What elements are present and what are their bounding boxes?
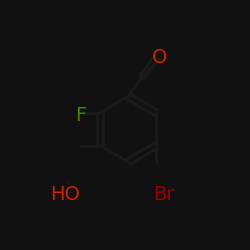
Text: O: O xyxy=(152,48,168,68)
Text: Br: Br xyxy=(153,185,174,204)
Text: HO: HO xyxy=(50,185,80,204)
Text: F: F xyxy=(75,106,86,125)
